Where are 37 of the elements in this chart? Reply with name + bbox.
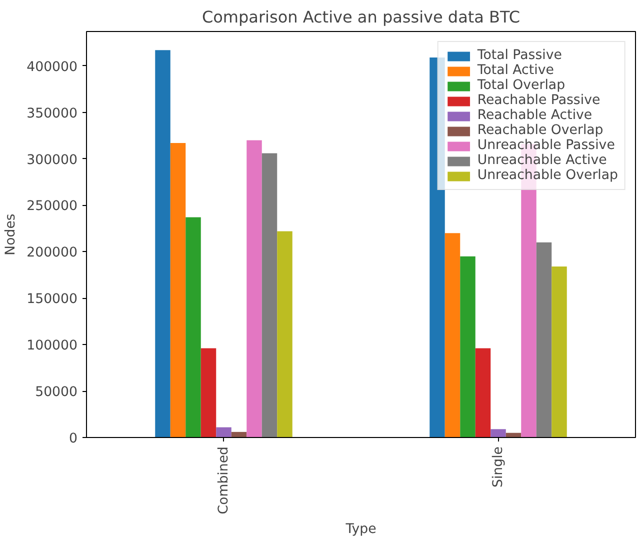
y-tick-label: 100000 [26, 338, 78, 354]
bar [444, 233, 460, 438]
bar [216, 427, 232, 438]
bar [200, 348, 216, 438]
bar [490, 429, 506, 438]
legend-label: Reachable Active [477, 108, 592, 123]
y-tick-label: 250000 [26, 199, 78, 214]
y-tick-label: 300000 [26, 152, 78, 168]
y-tick-label: 0 [69, 432, 78, 446]
y-tick-label: 150000 [26, 292, 78, 308]
bar [170, 142, 186, 438]
legend-label: Total Active [477, 63, 554, 78]
bar [246, 140, 262, 438]
legend-label: Unreachable Overlap [477, 168, 618, 183]
chart-title: Comparison Active an passive data BTC [202, 8, 520, 26]
legend-label: Reachable Overlap [477, 123, 604, 138]
legend-label: Total Passive [477, 48, 562, 63]
y-tick-label: 400000 [26, 60, 78, 75]
legend-label: Total Overlap [477, 78, 566, 93]
x-axis-title: Type [344, 522, 376, 538]
bar [155, 50, 170, 438]
y-tick-label: 50000 [35, 385, 78, 400]
x-tick-label: Combined [216, 446, 232, 514]
bar [552, 266, 567, 438]
bar [460, 256, 476, 438]
x-tick-label: Single [490, 446, 506, 488]
bar [277, 231, 292, 438]
legend-label: Unreachable Passive [477, 138, 615, 153]
legend-label: Reachable Passive [477, 93, 600, 108]
y-axis-title: Nodes [4, 214, 19, 256]
bar [262, 153, 278, 438]
y-tick-label: 350000 [26, 106, 78, 122]
y-tick-label: 200000 [26, 246, 78, 261]
bar [186, 217, 201, 438]
bar [536, 242, 552, 438]
legend-label: Unreachable Active [477, 153, 607, 168]
bar [475, 348, 491, 438]
